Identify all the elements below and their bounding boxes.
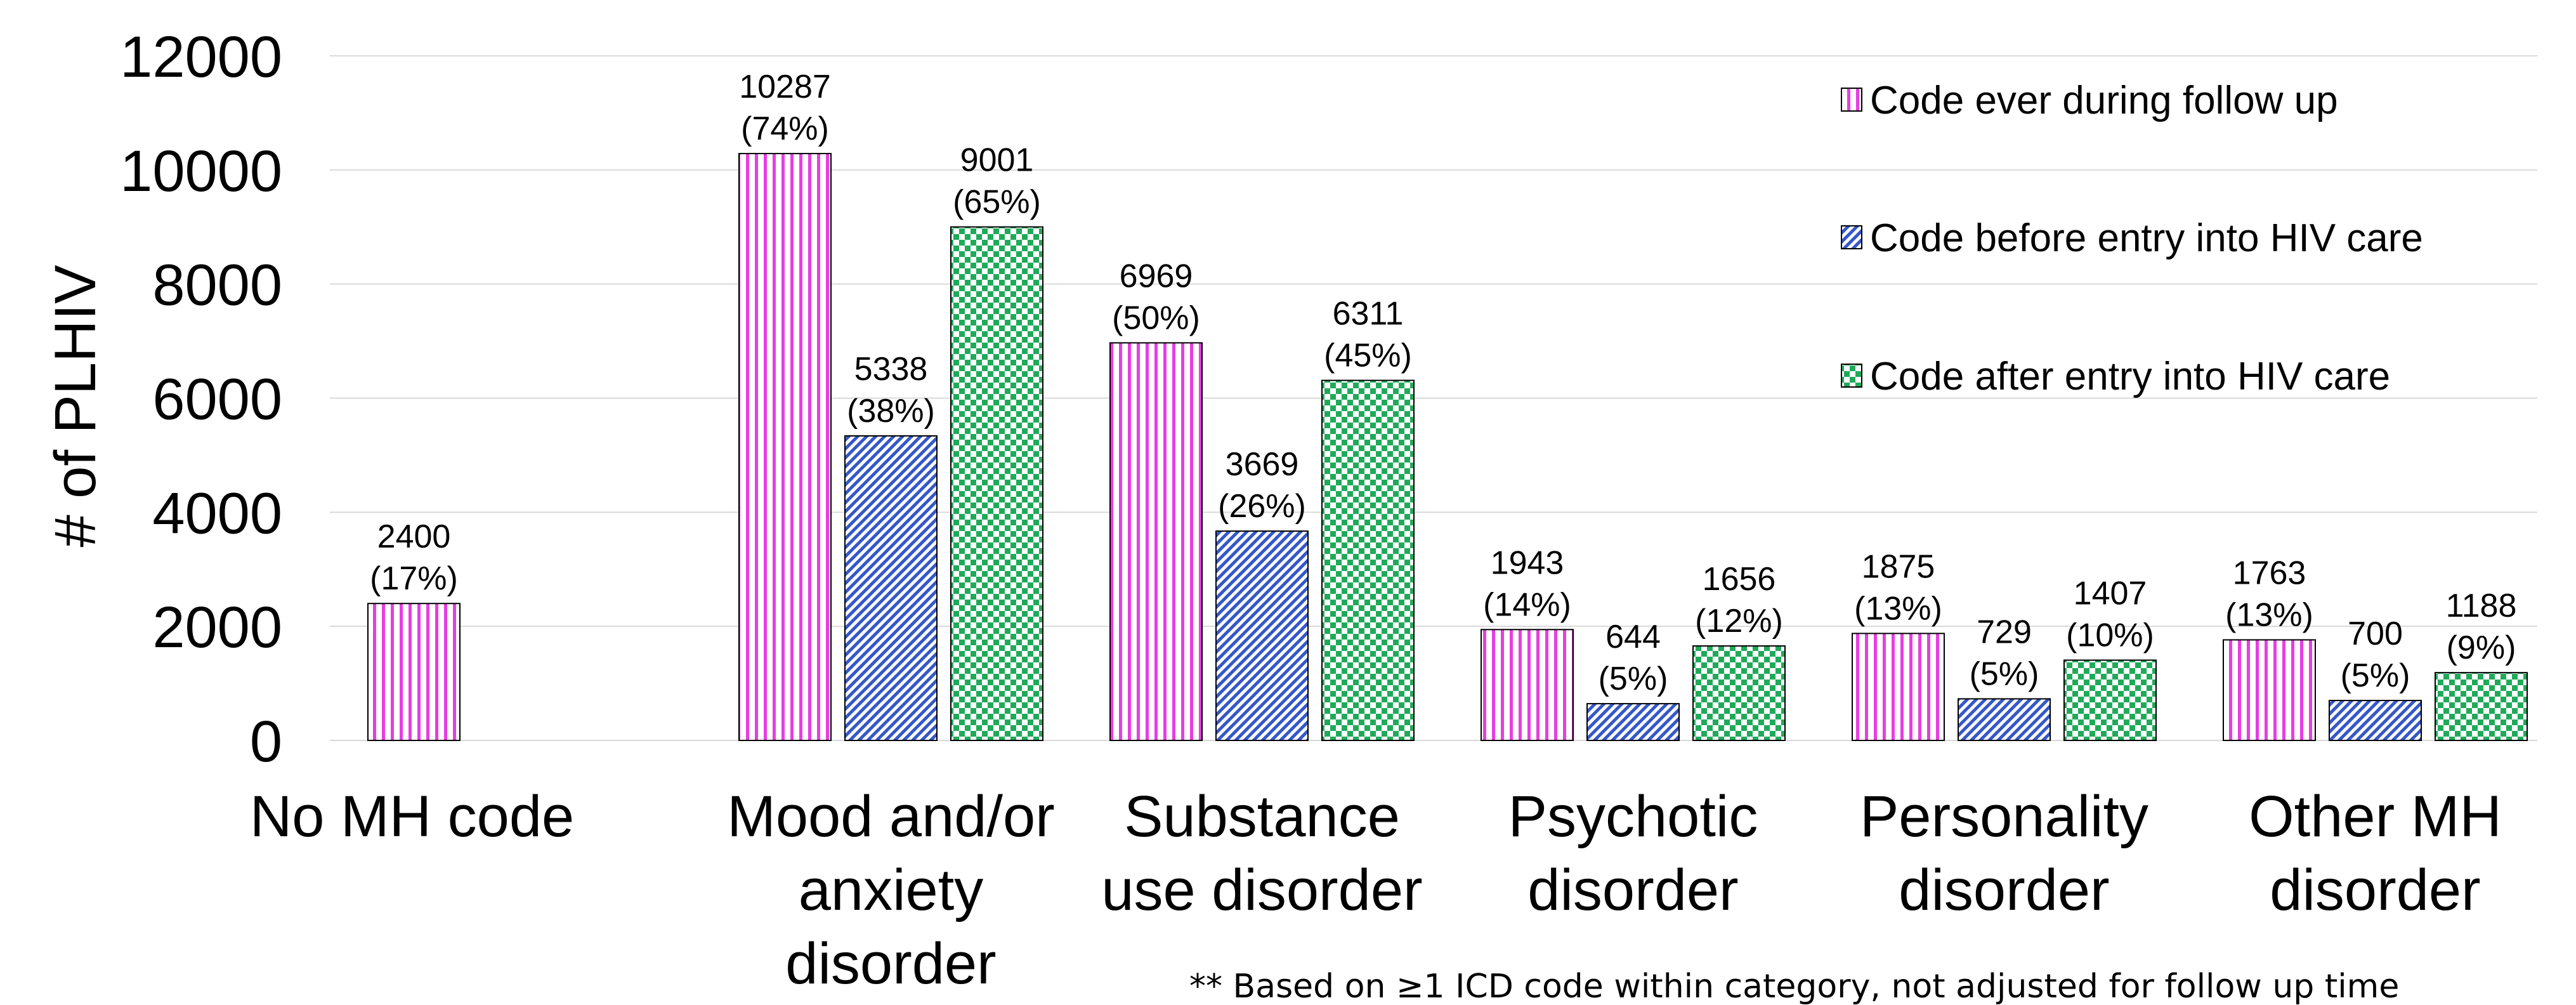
bar-value-label: 729	[1977, 614, 2032, 650]
y-axis-ticks: 0 2000 4000 6000 8000 10000 12000	[120, 25, 282, 774]
footnote: ** Based on ≥1 ICD code within category,…	[1189, 968, 2399, 1005]
legend: Code ever during follow up Code before en…	[1841, 79, 2423, 398]
bar-value-label: 1943	[1491, 544, 1564, 581]
bar-value-label: 2400	[377, 518, 451, 555]
bar	[844, 435, 938, 741]
y-tick-label: 2000	[152, 595, 282, 660]
bar	[1586, 703, 1680, 741]
y-tick-label: 8000	[152, 253, 282, 318]
bar-value-label: 9001	[960, 142, 1034, 179]
x-category-label: Personality disorder	[1860, 784, 2148, 923]
bar-value-label: 1407	[2074, 575, 2147, 612]
bar	[2063, 659, 2157, 742]
bar-percent-label: (74%)	[741, 110, 829, 147]
legend-label: Code after entry into HIV care	[1870, 355, 2390, 398]
bar-value-label: 1188	[2446, 588, 2517, 624]
data-labels: 2400 (17%) 10287 (74%) 6969 (50%) 1943 (14%) 187…	[370, 69, 2516, 697]
x-category-label: Mood and/or anxiety disorder	[727, 784, 1055, 996]
x-category-label: Psychotic disorder	[1508, 784, 1758, 923]
bar	[1692, 645, 1786, 742]
category-labels: No MH code Mood and/or anxiety disorder Subs…	[250, 784, 2502, 996]
legend-label: Code before entry into HIV care	[1870, 216, 2423, 260]
bar-percent-label: (5%)	[1599, 660, 1668, 697]
legend-swatch	[1841, 225, 1862, 249]
bar	[1215, 530, 1309, 741]
bar-percent-label: (45%)	[1324, 338, 1412, 374]
bar-value-label: 6969	[1120, 258, 1193, 294]
bar	[367, 603, 461, 742]
y-tick-label: 12000	[120, 25, 282, 89]
x-category-label: No MH code	[250, 784, 574, 849]
bar	[2329, 700, 2422, 742]
bar	[2435, 672, 2528, 741]
y-tick-label: 0	[250, 709, 282, 774]
bar	[950, 226, 1043, 741]
bar-value-label: 644	[1605, 619, 1661, 655]
bar-percent-label: (65%)	[953, 184, 1041, 221]
bar-value-label: 700	[2348, 615, 2403, 652]
bar-value-label: 1763	[2233, 555, 2306, 591]
bar-value-label: 10287	[739, 69, 831, 105]
bar-percent-label: (14%)	[1483, 586, 1571, 623]
bar	[1852, 633, 1945, 741]
bar-percent-label: (13%)	[1854, 590, 1942, 627]
bar-percent-label: (5%)	[1970, 655, 2039, 692]
bar	[1109, 342, 1203, 741]
bar-percent-label: (10%)	[2066, 617, 2154, 654]
y-tick-label: 10000	[120, 139, 282, 204]
bar	[1481, 629, 1574, 742]
bar-percent-label: (13%)	[2225, 596, 2313, 633]
bar-percent-label: (17%)	[370, 560, 458, 597]
y-tick-label: 6000	[152, 367, 282, 432]
bar-percent-label: (5%)	[2341, 657, 2410, 694]
bar-value-label: 5338	[854, 351, 928, 388]
bar	[1321, 379, 1415, 741]
bar-percent-label: (38%)	[847, 393, 935, 430]
bar-value-label: 1656	[1703, 561, 1776, 598]
legend-label: Code ever during follow up	[1870, 79, 2338, 122]
bar-percent-label: (50%)	[1112, 299, 1200, 336]
y-axis-label: # of PLHIV	[43, 265, 108, 548]
bar-percent-label: (26%)	[1218, 488, 1306, 525]
bar-percent-label: (12%)	[1695, 603, 1783, 640]
x-category-label: Other MH disorder	[2249, 784, 2502, 923]
x-category-label: Substance use disorder	[1101, 784, 1422, 923]
bar-percent-label: (9%)	[2447, 629, 2516, 666]
gridlines	[330, 55, 2537, 741]
y-tick-label: 4000	[152, 481, 282, 546]
bars	[367, 153, 2528, 742]
bar-value-label: 6311	[1333, 296, 1404, 332]
bar-value-label: 1875	[1862, 548, 1935, 585]
legend-swatch	[1841, 88, 1862, 112]
bar-value-label: 3669	[1226, 446, 1299, 483]
legend-swatch	[1841, 364, 1862, 388]
bar	[2223, 639, 2316, 742]
bar	[738, 153, 832, 742]
bar	[1958, 698, 2051, 742]
